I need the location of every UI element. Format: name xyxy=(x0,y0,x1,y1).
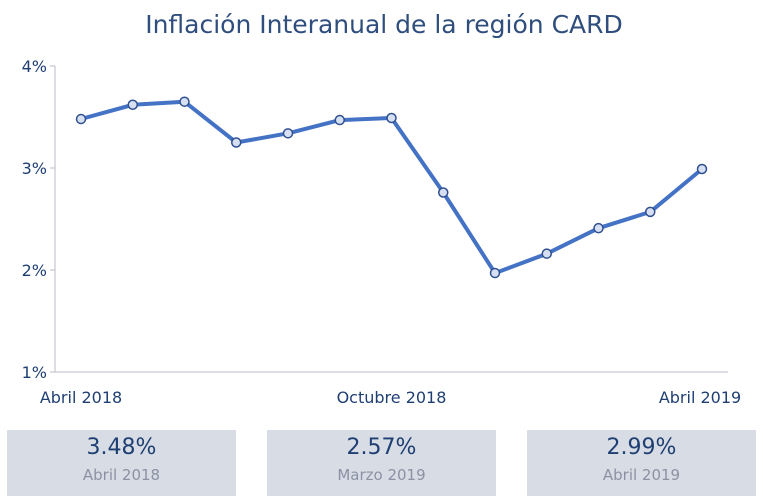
data-point xyxy=(593,222,604,234)
stat-value: 3.48% xyxy=(86,435,157,460)
data-point xyxy=(127,99,138,111)
data-point xyxy=(75,113,87,125)
stat-label: Marzo 2019 xyxy=(337,466,426,484)
stat-value: 2.57% xyxy=(346,435,417,460)
data-point xyxy=(489,267,501,279)
y-tick-label: 2% xyxy=(22,261,47,280)
stat-label: Abril 2019 xyxy=(602,466,681,484)
data-point xyxy=(696,163,708,175)
stat-box-abril-2018: 3.48% Abril 2018 xyxy=(7,430,236,496)
data-point xyxy=(179,96,190,107)
data-point xyxy=(541,248,552,259)
chart-title: Inflación Interanual de la región CARD xyxy=(145,10,623,39)
stat-box-marzo-2019: 2.57% Marzo 2019 xyxy=(267,430,496,496)
series-line xyxy=(79,99,704,276)
line-chart: 1% 2% 3% 4% Abril 2018 Octubre 2018 Abril 2019 xyxy=(22,57,742,407)
data-point xyxy=(334,114,345,126)
x-tick-label: Octubre 2018 xyxy=(337,388,447,407)
y-tick-label: 3% xyxy=(22,159,47,178)
stat-boxes: 3.48% Abril 2018 2.57% Marzo 2019 2.99% … xyxy=(0,430,768,496)
stat-label: Abril 2018 xyxy=(82,466,161,484)
x-tick-label: Abril 2018 xyxy=(40,388,122,407)
y-tick-label: 4% xyxy=(22,57,47,76)
data-point xyxy=(231,137,242,148)
data-point xyxy=(645,206,656,218)
data-point xyxy=(282,128,294,139)
data-point xyxy=(438,187,449,198)
stat-box-abril-2019: 2.99% Abril 2019 xyxy=(527,430,756,496)
y-tick-label: 1% xyxy=(22,363,47,382)
x-tick-label: Abril 2019 xyxy=(659,388,741,407)
stat-value: 2.99% xyxy=(606,435,677,460)
data-point xyxy=(386,112,397,124)
